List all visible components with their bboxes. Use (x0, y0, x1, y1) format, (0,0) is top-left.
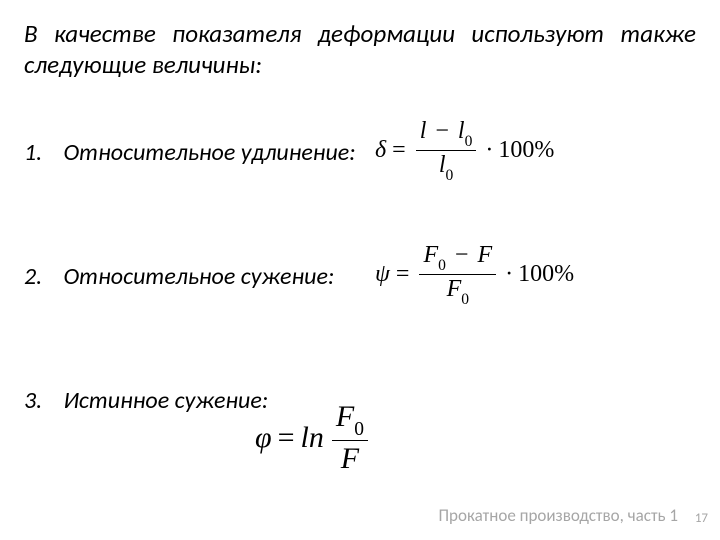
list-item-3: 3. Истинное сужение: (24, 386, 268, 415)
f2-lhs: ψ (375, 261, 390, 288)
list-item-3-number: 3. (24, 386, 58, 415)
list-item-1-number: 1. (24, 138, 58, 167)
f1-num-right: l (458, 118, 465, 144)
f1-den-sub: 0 (445, 167, 453, 184)
footer-text: Прокатное производство, часть 1 (438, 505, 678, 526)
f3-num: F (336, 400, 354, 433)
f1-num-right-sub: 0 (465, 133, 473, 150)
list-item-2-number: 2. (24, 262, 58, 291)
multiply-dot: · (485, 137, 493, 164)
f1-num-left: l (420, 118, 427, 144)
list-item-2: 2. Относительное сужение: (24, 262, 334, 291)
f2-den: F (447, 276, 462, 302)
f1-fraction: l − l0 l0 (416, 118, 477, 182)
f1-tail: 100% (498, 137, 554, 164)
f3-fraction: F0 F (332, 400, 368, 477)
equals-sign: = (396, 261, 410, 288)
multiply-dot: · (505, 261, 513, 288)
f3-fn: ln (301, 421, 324, 455)
f2-den-sub: 0 (461, 291, 469, 308)
formula-contraction: ψ = F0 − F F0 · 100% (375, 242, 574, 306)
list-item-3-label: Истинное сужение: (63, 386, 268, 415)
f2-tail: 100% (518, 261, 574, 288)
f1-lhs: δ (375, 137, 386, 164)
list-item-1: 1. Относительное удлинение: (24, 138, 356, 167)
formula-true-contraction: φ = ln F0 F (255, 400, 372, 477)
f3-num-sub: 0 (354, 419, 364, 440)
f2-num-left-sub: 0 (438, 257, 446, 274)
intro-text: В качестве показателя деформации использ… (24, 18, 696, 81)
equals-sign: = (278, 421, 295, 455)
f2-num-op: − (455, 242, 469, 268)
list-item-1-label: Относительное удлинение: (63, 138, 355, 167)
list-item-2-label: Относительное сужение: (63, 262, 334, 291)
f2-num-left: F (423, 242, 438, 268)
f3-lhs: φ (255, 421, 272, 455)
equals-sign: = (392, 137, 406, 164)
f3-den: F (341, 442, 359, 475)
slide: В качестве показателя деформации использ… (0, 0, 720, 540)
f2-fraction: F0 − F F0 (419, 242, 496, 306)
f2-num-right: F (477, 242, 492, 268)
formula-elongation: δ = l − l0 l0 · 100% (375, 118, 554, 182)
f1-num-op: − (435, 118, 449, 144)
page-number: 17 (695, 511, 708, 526)
